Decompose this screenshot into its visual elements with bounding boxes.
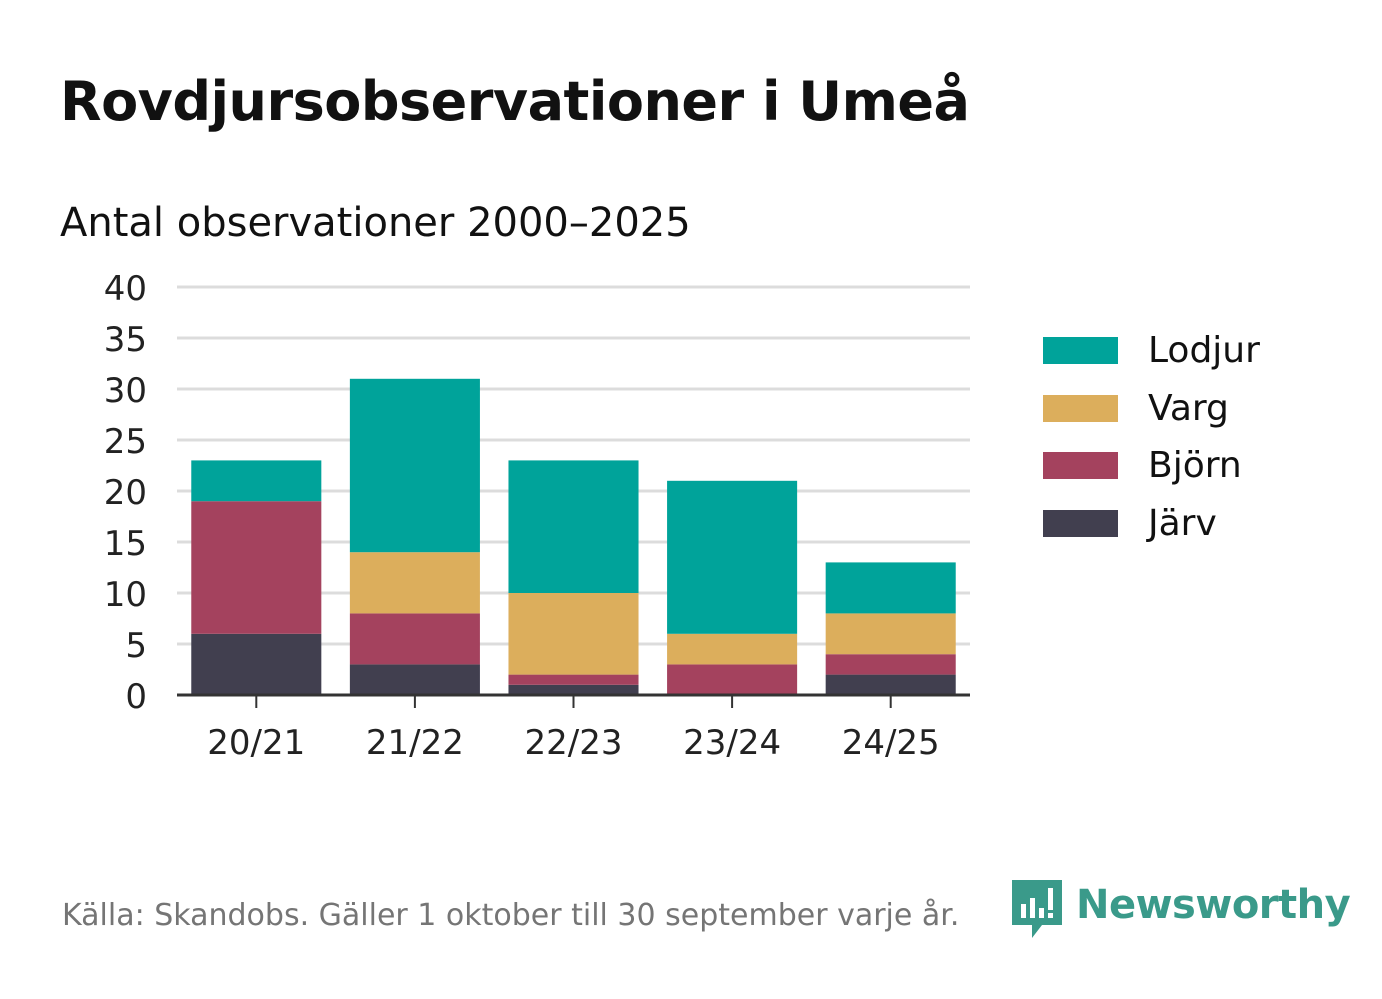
legend-label-bjorn: Björn xyxy=(1148,445,1242,487)
bar-jrv-22-23 xyxy=(508,684,639,695)
bar-varg-23-24 xyxy=(667,633,798,665)
chart-legend: Lodjur Varg Björn Järv xyxy=(1043,322,1260,552)
brand-name: Newsworthy xyxy=(1076,882,1351,928)
x-tick-label-24-25: 24/25 xyxy=(842,723,940,763)
legend-label-varg: Varg xyxy=(1148,387,1229,429)
x-tick-label-20-21: 20/21 xyxy=(207,723,305,763)
y-tick-label: 0 xyxy=(125,677,147,717)
legend-item-bjorn: Björn xyxy=(1043,437,1260,495)
x-tick-label-23-24: 23/24 xyxy=(683,723,781,763)
y-tick-label: 30 xyxy=(104,371,147,411)
bar-lodjur-20-21 xyxy=(191,460,322,502)
source-note: Källa: Skandobs. Gäller 1 oktober till 3… xyxy=(62,898,960,933)
x-tick-label-21-22: 21/22 xyxy=(366,723,464,763)
bar-bjrn-24-25 xyxy=(825,654,956,675)
legend-label-lodjur: Lodjur xyxy=(1148,330,1260,372)
legend-item-varg: Varg xyxy=(1043,380,1260,438)
y-tick-label: 10 xyxy=(104,575,147,615)
x-tick-label-22-23: 22/23 xyxy=(525,723,623,763)
bar-jrv-21-22 xyxy=(349,664,480,695)
legend-swatch-lodjur xyxy=(1043,337,1118,365)
bar-lodjur-23-24 xyxy=(667,480,798,634)
y-tick-label: 35 xyxy=(104,320,147,360)
legend-swatch-bjorn xyxy=(1043,452,1118,480)
y-tick-label: 5 xyxy=(125,626,147,666)
bar-varg-21-22 xyxy=(349,552,480,614)
legend-label-jarv: Järv xyxy=(1148,502,1217,544)
bar-varg-24-25 xyxy=(825,613,956,655)
bar-lodjur-22-23 xyxy=(508,460,639,593)
y-tick-label: 40 xyxy=(104,269,147,309)
bar-bjrn-20-21 xyxy=(191,501,322,634)
legend-swatch-varg xyxy=(1043,394,1118,422)
legend-item-jarv: Järv xyxy=(1043,495,1260,553)
bar-jrv-24-25 xyxy=(825,674,956,695)
bar-bjrn-22-23 xyxy=(508,674,639,685)
bar-varg-22-23 xyxy=(508,593,639,675)
bar-bjrn-23-24 xyxy=(667,664,798,695)
legend-swatch-jarv xyxy=(1043,509,1118,537)
y-tick-label: 15 xyxy=(104,524,147,564)
brand-logo[interactable]: Newsworthy xyxy=(1012,880,1351,938)
y-tick-label: 25 xyxy=(104,422,147,462)
bar-lodjur-24-25 xyxy=(825,562,956,614)
bar-lodjur-21-22 xyxy=(349,378,480,553)
chart-title: Rovdjursobservationer i Umeå xyxy=(60,70,970,133)
bar-jrv-20-21 xyxy=(191,633,322,695)
y-tick-label: 20 xyxy=(104,473,147,513)
chart-subtitle: Antal observationer 2000–2025 xyxy=(60,200,691,246)
newsworthy-logo-icon xyxy=(1012,880,1062,938)
bar-bjrn-21-22 xyxy=(349,613,480,665)
legend-item-lodjur: Lodjur xyxy=(1043,322,1260,380)
